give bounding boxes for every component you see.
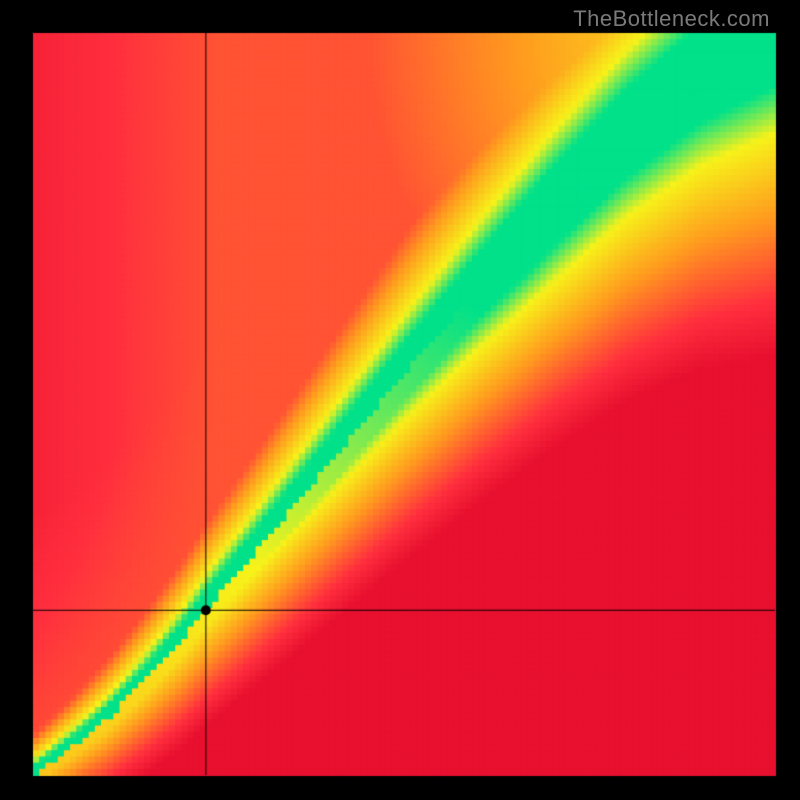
bottleneck-heatmap <box>0 0 800 800</box>
watermark-text: TheBottleneck.com <box>573 6 770 32</box>
